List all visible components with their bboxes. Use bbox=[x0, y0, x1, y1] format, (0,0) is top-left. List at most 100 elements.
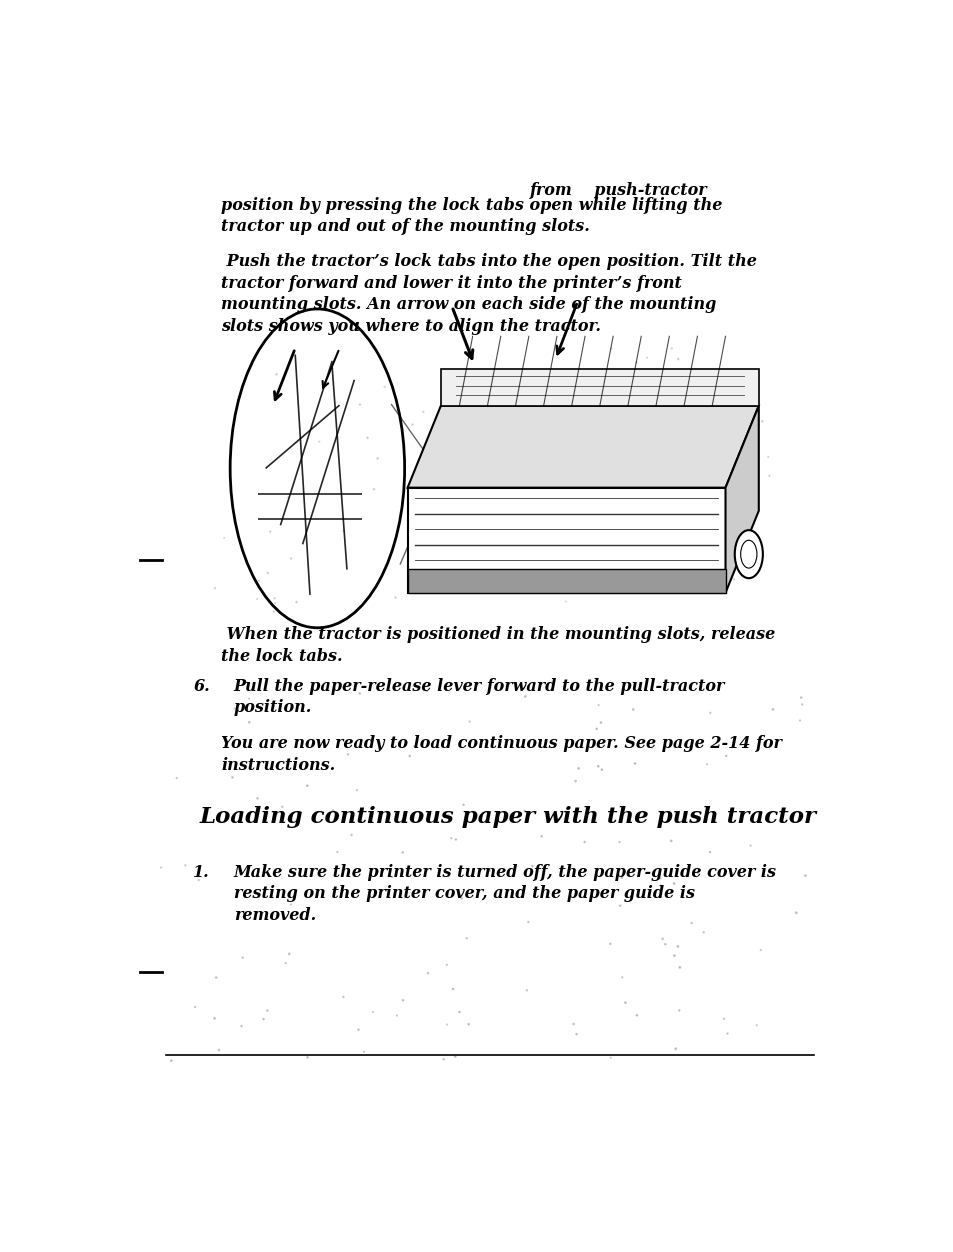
Text: 1.: 1. bbox=[193, 864, 210, 880]
Point bbox=[388, 587, 403, 607]
Point bbox=[704, 387, 720, 407]
Point bbox=[376, 377, 392, 397]
Point bbox=[610, 433, 625, 453]
Point bbox=[356, 1042, 372, 1062]
Point bbox=[639, 348, 654, 368]
Point bbox=[725, 570, 740, 590]
Point bbox=[643, 737, 659, 757]
Point bbox=[663, 338, 679, 358]
Point bbox=[794, 695, 809, 715]
Point bbox=[518, 980, 534, 1000]
Point bbox=[340, 745, 355, 765]
Point bbox=[187, 997, 202, 1017]
Text: 6.: 6. bbox=[193, 677, 210, 695]
Point bbox=[250, 789, 265, 809]
Point bbox=[793, 687, 808, 707]
Text: Pull the paper-release lever forward to the pull-tractor
position.: Pull the paper-release lever forward to … bbox=[233, 677, 724, 716]
Point bbox=[722, 426, 738, 446]
Point bbox=[225, 767, 240, 788]
Point bbox=[625, 700, 640, 720]
Point bbox=[344, 825, 359, 845]
Point bbox=[177, 855, 193, 875]
Polygon shape bbox=[440, 369, 758, 406]
Point bbox=[251, 571, 266, 591]
Point bbox=[456, 795, 471, 815]
Point bbox=[594, 760, 609, 780]
Point bbox=[530, 412, 545, 432]
Point bbox=[289, 592, 304, 612]
Point bbox=[593, 712, 608, 732]
Point bbox=[412, 530, 427, 550]
Point bbox=[281, 944, 296, 964]
Point bbox=[574, 493, 589, 513]
Point bbox=[304, 736, 319, 756]
Point bbox=[792, 710, 807, 730]
Point bbox=[666, 945, 681, 965]
Text: Loading continuous paper with the push tractor: Loading continuous paper with the push t… bbox=[199, 806, 815, 828]
Point bbox=[349, 780, 364, 800]
Point bbox=[683, 913, 699, 933]
Point bbox=[436, 1049, 451, 1069]
Point bbox=[570, 759, 585, 779]
Point bbox=[456, 553, 471, 573]
Point bbox=[268, 593, 283, 613]
Point bbox=[614, 968, 629, 988]
Point bbox=[325, 800, 340, 820]
Point bbox=[569, 439, 584, 459]
Point bbox=[359, 428, 375, 448]
Point bbox=[657, 934, 672, 954]
Point bbox=[590, 695, 605, 715]
Point bbox=[667, 1039, 682, 1059]
Point bbox=[754, 412, 769, 432]
Point bbox=[416, 402, 431, 422]
Point bbox=[291, 695, 306, 715]
Ellipse shape bbox=[734, 530, 762, 578]
Point bbox=[418, 681, 434, 701]
Point bbox=[241, 689, 256, 709]
Point bbox=[558, 591, 573, 611]
Point bbox=[590, 756, 605, 776]
Point bbox=[629, 1005, 644, 1025]
Point bbox=[602, 934, 618, 954]
Point bbox=[748, 1015, 763, 1035]
Point bbox=[520, 911, 536, 931]
Point bbox=[465, 801, 480, 821]
Point bbox=[725, 561, 740, 581]
Point bbox=[663, 831, 679, 851]
Point bbox=[602, 1048, 618, 1068]
Point bbox=[406, 736, 421, 756]
Text: position by pressing the lock tabs open while lifting the
tractor up and out of : position by pressing the lock tabs open … bbox=[221, 197, 722, 235]
Point bbox=[352, 394, 367, 414]
Point bbox=[702, 702, 718, 722]
Point bbox=[585, 556, 600, 576]
Text: You are now ready to load continuous paper. See page 2-14 for
instructions.: You are now ready to load continuous pap… bbox=[221, 735, 781, 774]
Point bbox=[457, 392, 473, 412]
Text: When the tractor is positioned in the mounting slots, release
the lock tabs.: When the tractor is positioned in the mo… bbox=[221, 626, 775, 665]
Point bbox=[436, 387, 451, 407]
Point bbox=[701, 843, 717, 863]
Point bbox=[207, 578, 222, 598]
Polygon shape bbox=[407, 406, 758, 488]
Point bbox=[420, 963, 436, 983]
Point bbox=[251, 886, 266, 906]
Point bbox=[752, 940, 767, 960]
Point bbox=[699, 754, 714, 774]
Point bbox=[653, 869, 668, 889]
Point bbox=[447, 1047, 462, 1067]
Point bbox=[526, 674, 541, 694]
Point bbox=[352, 684, 367, 704]
Point bbox=[788, 903, 803, 923]
Point bbox=[366, 480, 381, 500]
Point bbox=[742, 835, 758, 855]
Point bbox=[711, 492, 726, 512]
Point bbox=[335, 521, 351, 541]
Point bbox=[283, 894, 298, 914]
Point bbox=[760, 466, 776, 486]
Point bbox=[449, 431, 464, 451]
Point bbox=[670, 936, 685, 957]
Point bbox=[169, 767, 184, 788]
Point bbox=[267, 588, 282, 608]
Point bbox=[653, 876, 668, 896]
Point bbox=[241, 712, 256, 732]
Point bbox=[671, 1000, 686, 1020]
